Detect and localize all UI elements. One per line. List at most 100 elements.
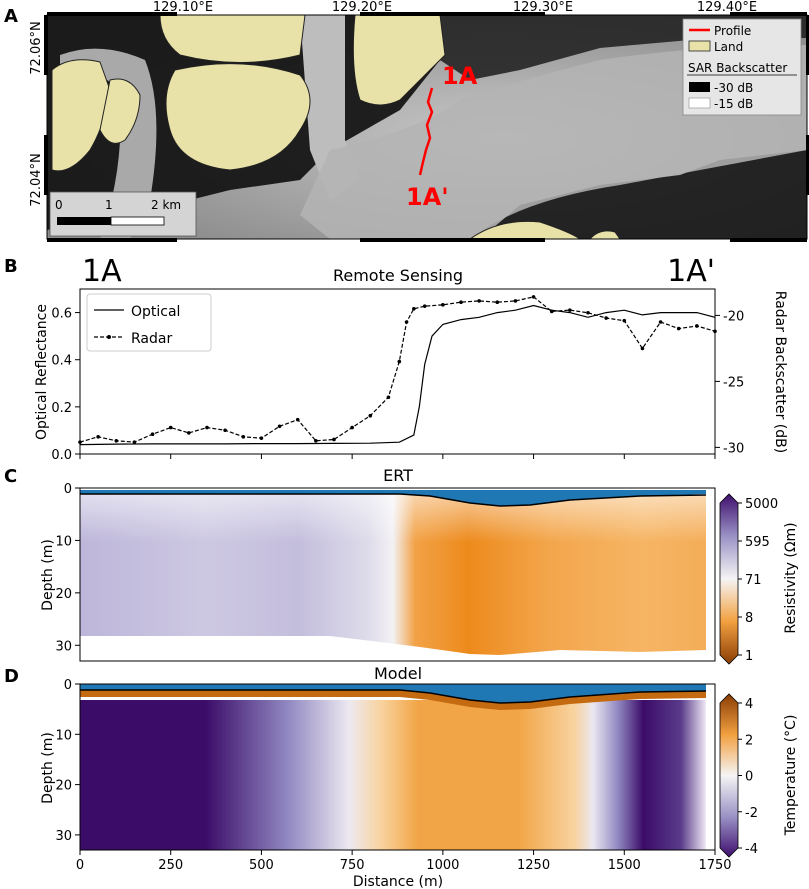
radar-point [187, 431, 191, 435]
radar-point [277, 424, 282, 429]
radar-point [531, 295, 536, 299]
lat-tick-1: 72.06°N [29, 21, 44, 74]
dark-water [480, 150, 807, 239]
temperature-colorbar-tick-label: 0 [745, 770, 753, 785]
chart-b-ytick-label: 0.2 [51, 401, 72, 416]
radar-point [676, 326, 681, 331]
chart-d-ticks: 0 10 20 30 0 250 500 750 1000 1250 1500 1750 [55, 678, 731, 873]
radar-point [404, 320, 409, 324]
chart-c-ytick-label: 20 [55, 587, 72, 602]
map-legend: Profile Land SAR Backscatter -30 dB -15 … [682, 18, 802, 116]
temperature-colorbar [719, 693, 739, 858]
legend-optical-label: Optical [131, 304, 180, 320]
model-water-layer [80, 684, 706, 703]
chart-b-y2label: Radar Backscatter (dB) [772, 291, 788, 453]
panel-letter-b: B [4, 256, 18, 277]
radar-point [477, 299, 481, 303]
temperature-colorbar-tick-label: 2 [745, 733, 753, 748]
lon-tick-1: 129.10°E [153, 0, 213, 15]
radar-point [640, 346, 645, 351]
chart-b-legend: Optical Radar [86, 293, 212, 352]
legend-land-swatch [688, 40, 711, 52]
ert-seabed-line [80, 493, 707, 507]
radar-point [568, 308, 572, 312]
legend-sar-high-label: -15 dB [714, 97, 753, 111]
ert-colorbar-tick-label: 71 [745, 573, 762, 588]
chart-d-xtick-label: 500 [249, 858, 274, 873]
lon-tick-2: 129.20°E [332, 0, 392, 15]
radar-point [459, 300, 463, 305]
radar-point [295, 417, 300, 422]
land-areas [51, 15, 621, 239]
radar-point [695, 324, 699, 328]
radar-point [350, 425, 354, 430]
profile-end-label: 1A' [406, 183, 449, 211]
chart-d-xtick-label: 1000 [426, 858, 459, 873]
chart-b-y2tick-label: -30 [723, 441, 744, 456]
bright-ice [300, 45, 807, 239]
radar-point [549, 309, 554, 314]
ert-near-surface [80, 494, 706, 655]
chart-d-xlabel: Distance (m) [353, 874, 443, 889]
radar-point [495, 300, 500, 305]
radar-point [168, 425, 173, 430]
radar-point [397, 359, 402, 364]
temperature-colorbar-tick-label: -2 [745, 806, 758, 821]
chart-c-ytick-label: 10 [55, 534, 72, 549]
chart-d-colorbar-label: Temperature (°C) [783, 715, 799, 837]
temperature-colorbar-tick-label: 4 [745, 697, 753, 712]
lon-tick-4: 129.40°E [697, 0, 757, 15]
temperature-colorbar-tick-label: -4 [745, 842, 758, 857]
scale-label-1: 1 [105, 198, 113, 212]
radar-point [412, 307, 416, 311]
chart-b-title: Remote Sensing [333, 266, 463, 285]
map-frame-ticks [44, 12, 809, 242]
map-panel: 1A 1A' 0 1 2 km Profile Land SAR Backsca… [29, 0, 809, 242]
chart-b-ytick-label: 0.6 [51, 307, 72, 322]
radar-point [150, 432, 155, 437]
panel-letter-a: A [4, 6, 18, 27]
ert-colorbar-tick-label: 5000 [745, 497, 778, 512]
model-section [79, 683, 716, 851]
chart-b-ytick-label: 0.0 [51, 448, 72, 463]
chart-d-title: Model [374, 664, 422, 683]
radar-point [223, 428, 227, 433]
radar-point [332, 437, 336, 442]
chart-d-ytick-label: 0 [64, 678, 72, 693]
legend-sar-low-swatch [689, 82, 710, 92]
chart-c-ylabel: Depth (m) [40, 539, 56, 611]
radar-point [241, 435, 246, 439]
chart-b-ticks: 0.0 0.2 0.4 0.6 -30 -25 -20 [51, 307, 744, 463]
chart-c-ticks: 0 10 20 30 [55, 482, 80, 654]
radar-point [78, 440, 82, 444]
chart-b-series [78, 295, 717, 446]
scale-bar: 0 1 2 km [49, 191, 197, 237]
chart-d-ytick-label: 30 [55, 829, 72, 844]
chart-c-ytick-label: 0 [64, 482, 72, 497]
chart-d-xtick-label: 250 [158, 858, 183, 873]
chart-d-ytick-label: 10 [55, 728, 72, 743]
legend-radar-marker [107, 335, 111, 339]
radar-point [205, 425, 209, 430]
temperature-colorbar-ticks: 4 2 0 -2 -4 [738, 697, 758, 857]
chart-b-ylabel: Optical Reflectance [34, 304, 50, 440]
radar-point [114, 439, 119, 443]
model-active-layer [80, 690, 706, 710]
radar-point [658, 320, 663, 324]
radar-point [513, 299, 518, 303]
series-line-radar [79, 296, 716, 443]
ert-colorbar [719, 493, 739, 665]
ert-section [79, 487, 716, 662]
radar-point [622, 318, 627, 323]
chart-d-xtick-label: 750 [340, 858, 365, 873]
model-seabed-line [80, 689, 707, 704]
ert-colorbar-tick-label: 1 [745, 649, 753, 664]
radar-point [368, 413, 373, 418]
scale-label-2: 2 km [151, 198, 181, 212]
radar-point [604, 316, 608, 320]
chart-b-frame [79, 288, 716, 455]
legend-profile-label: Profile [714, 24, 751, 38]
chart-b-y2label-text: Radar Backscatter (dB) [772, 291, 788, 453]
ert-colorbar-tick-label: 8 [745, 611, 753, 626]
